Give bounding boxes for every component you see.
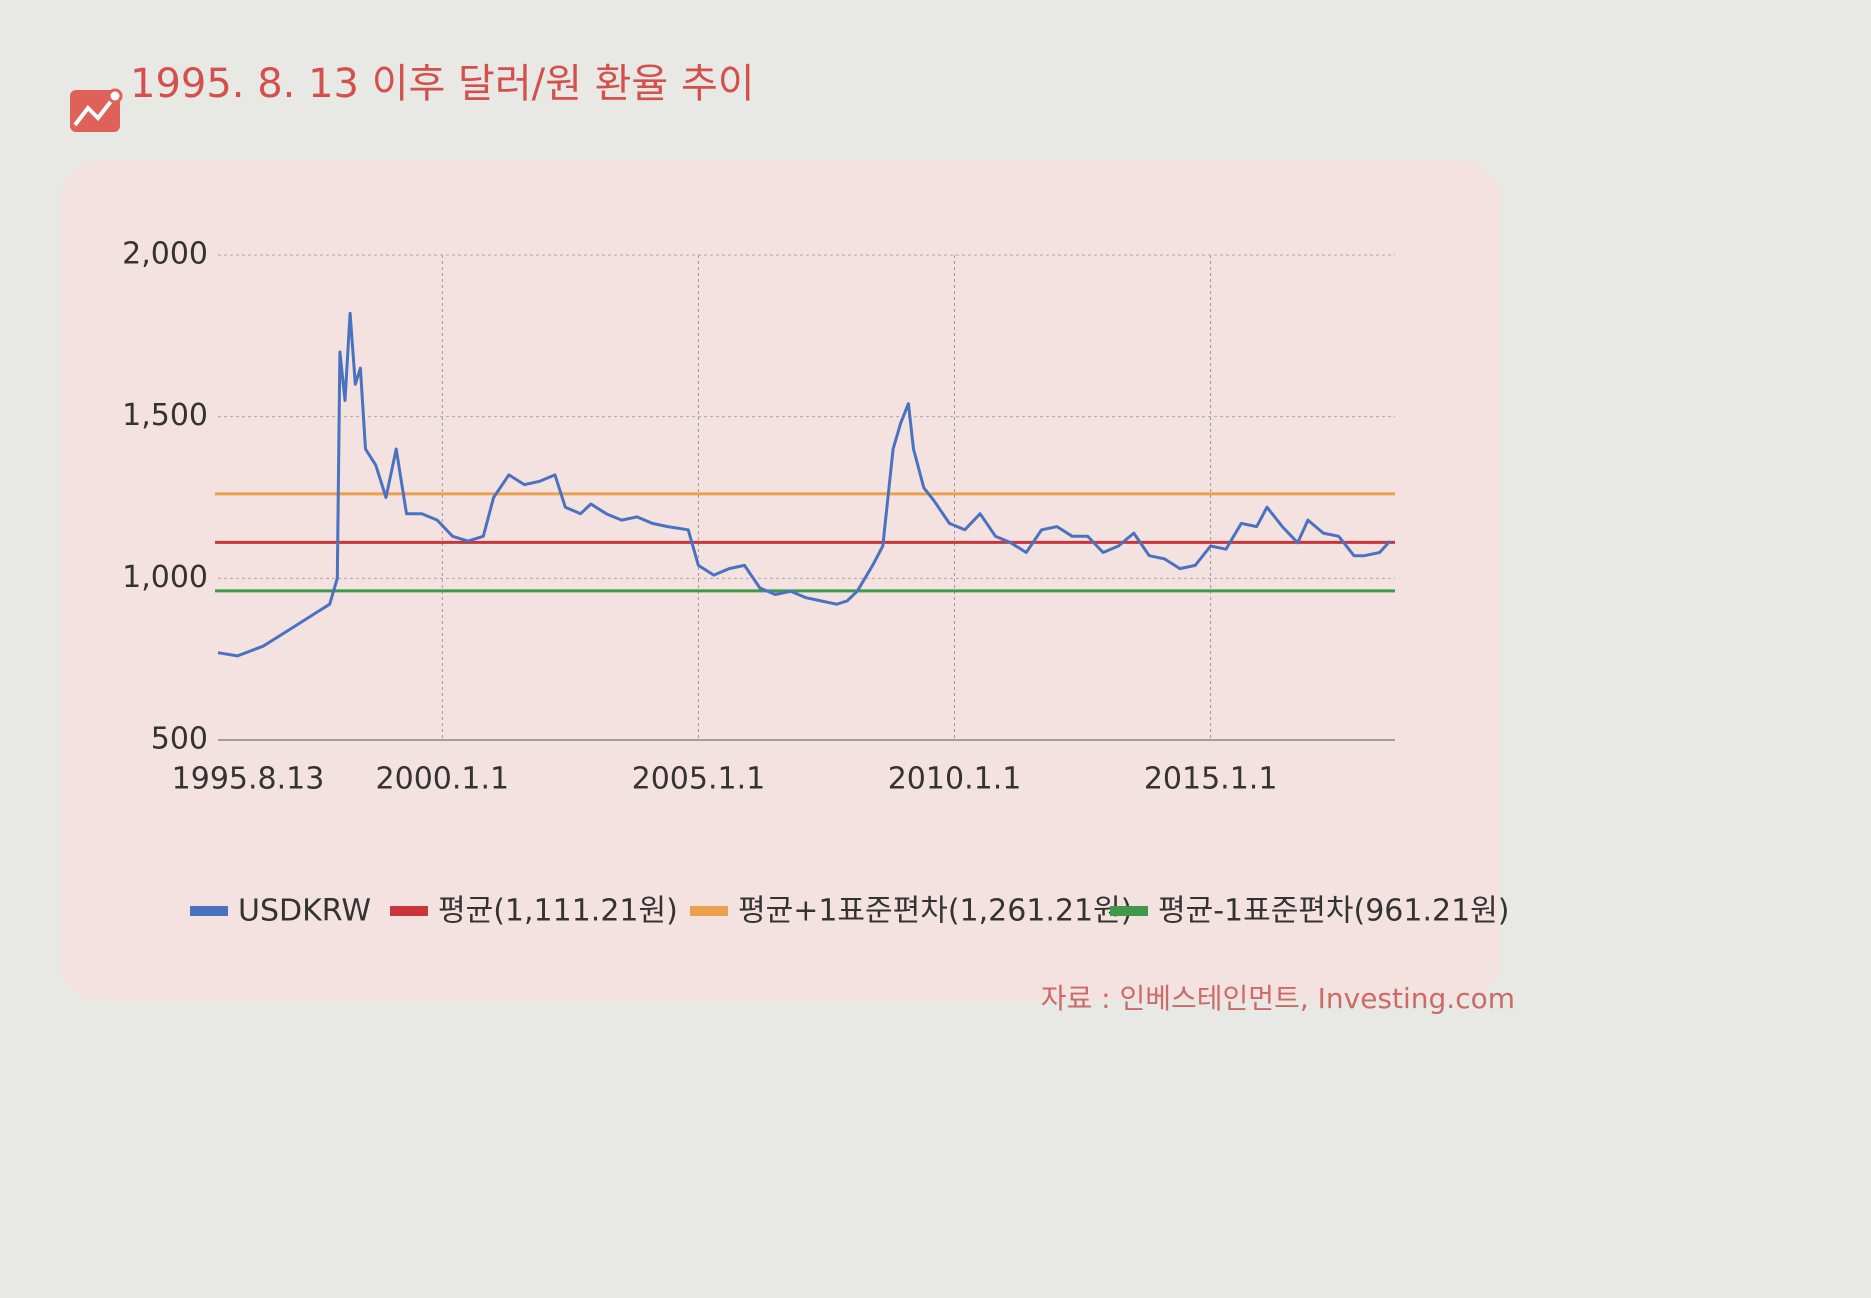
series-line <box>217 311 1392 658</box>
legend-swatch <box>190 906 228 916</box>
panel <box>60 160 1500 1000</box>
legend-label: USDKRW <box>238 894 371 929</box>
legend-swatch <box>390 906 428 916</box>
legend-label: 평균+1표준편차(1,261.21원) <box>738 894 1132 929</box>
y-tick-label: 1,500 <box>122 398 208 433</box>
legend-swatch <box>690 906 728 916</box>
title-icon <box>70 88 123 132</box>
legend-label: 평균(1,111.21원) <box>438 894 678 929</box>
x-tick-label: 2000.1.1 <box>376 762 510 797</box>
y-tick-label: 2,000 <box>122 237 208 272</box>
x-tick-label: 1995.8.13 <box>172 762 325 797</box>
x-tick-label: 2005.1.1 <box>632 762 766 797</box>
y-tick-label: 500 <box>151 722 208 757</box>
legend-swatch <box>1110 906 1148 916</box>
x-tick-label: 2015.1.1 <box>1144 762 1278 797</box>
y-tick-label: 1,000 <box>122 560 208 595</box>
legend-label: 평균-1표준편차(961.21원) <box>1158 894 1510 929</box>
x-tick-label: 2010.1.1 <box>888 762 1022 797</box>
source: 자료 : 인베스테인먼트, Investing.com <box>1041 982 1515 1015</box>
chart-title: 1995. 8. 13 이후 달러/원 환율 추이 <box>130 61 755 107</box>
